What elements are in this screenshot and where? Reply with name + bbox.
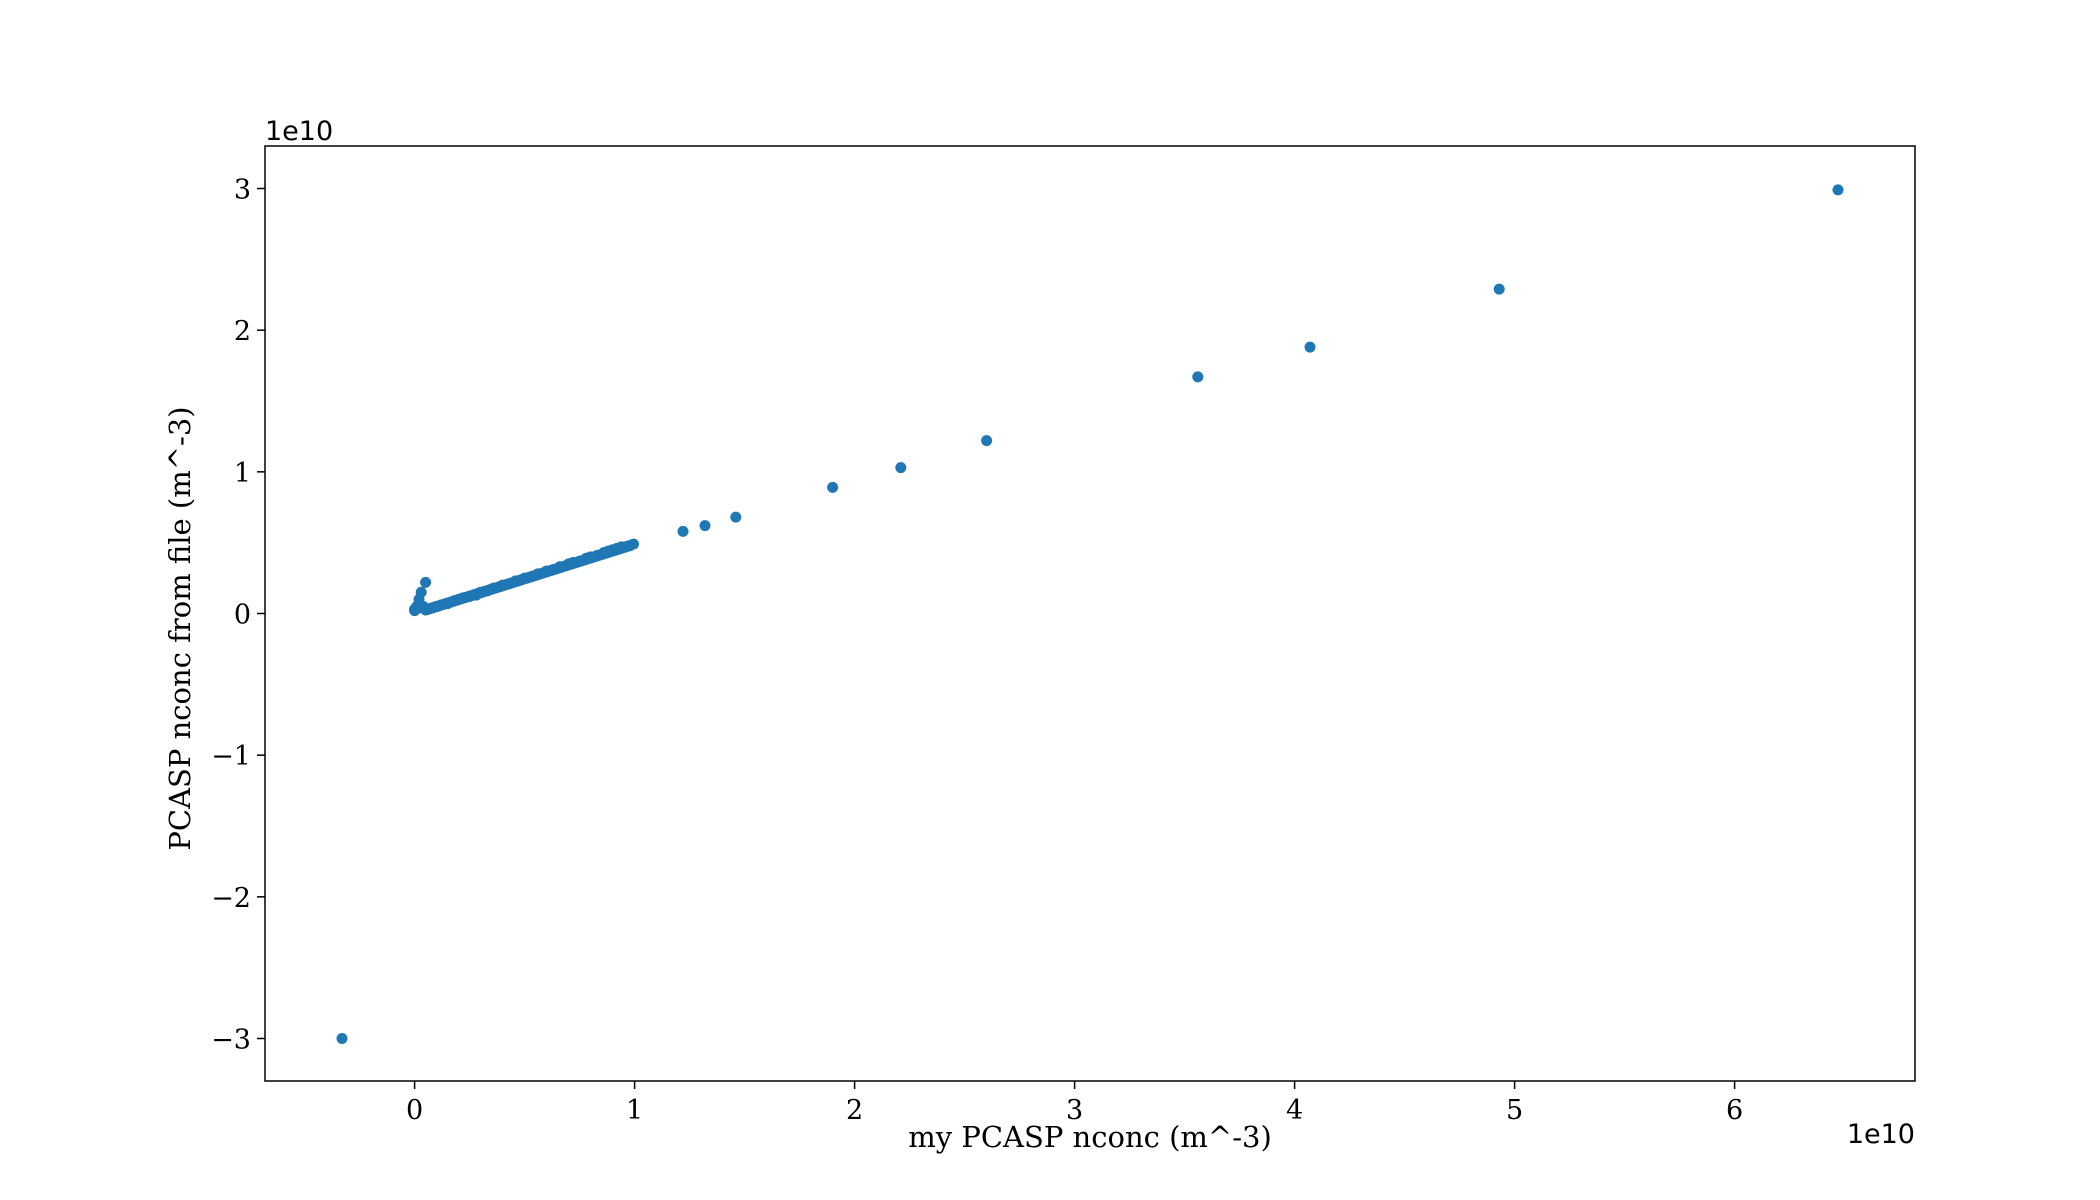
data-point [624, 539, 636, 551]
points-layer [336, 184, 1844, 1044]
y-tick-label: 0 [234, 600, 251, 631]
data-point [981, 435, 993, 447]
y-tick-label: −3 [211, 1025, 251, 1056]
y-axis-offset-label: 1e10 [265, 116, 333, 147]
x-tick-label: 1 [626, 1095, 643, 1126]
data-point [1304, 341, 1316, 353]
data-point [336, 1033, 348, 1044]
x-tick-label: 2 [846, 1095, 863, 1126]
data-point [1832, 184, 1844, 196]
y-tick-label: −1 [211, 741, 251, 772]
x-axis-offset-label: 1e10 [1847, 1119, 1915, 1150]
x-axis: 0 1 2 3 4 5 6 [406, 1081, 1743, 1126]
data-point [699, 520, 711, 532]
y-tick-label: 2 [234, 316, 251, 347]
data-point [1493, 283, 1505, 295]
x-tick-label: 0 [406, 1095, 423, 1126]
data-point [730, 511, 742, 523]
x-tick-label: 3 [1066, 1095, 1083, 1126]
y-tick-label: 1 [234, 458, 251, 489]
data-point [415, 586, 427, 598]
plot-frame [264, 145, 1916, 1082]
y-axis-label: PCASP nconc from file (m^-3) [163, 406, 197, 850]
data-point [1192, 371, 1204, 383]
data-point [677, 525, 689, 537]
data-point [420, 576, 432, 588]
data-point [895, 462, 907, 474]
y-axis: −3 −2 −1 0 1 2 3 [211, 175, 265, 1056]
x-tick-label: 6 [1726, 1095, 1743, 1126]
x-tick-label: 5 [1506, 1095, 1523, 1126]
x-axis-label: my PCASP nconc (m^-3) [908, 1120, 1272, 1154]
x-tick-label: 4 [1286, 1095, 1303, 1126]
y-tick-label: 3 [234, 175, 251, 206]
data-point [827, 481, 839, 493]
y-tick-label: −2 [211, 883, 251, 914]
